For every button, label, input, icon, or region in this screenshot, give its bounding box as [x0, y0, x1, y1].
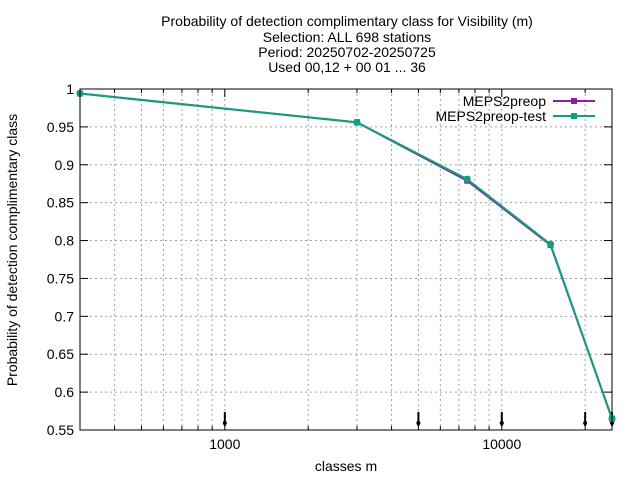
- x-tick-label: 10000: [482, 436, 521, 452]
- y-tick-label: 0.55: [47, 422, 74, 438]
- plot-frame: [79, 88, 613, 431]
- count-marker-point: [499, 421, 504, 425]
- series-point-round: [547, 240, 555, 248]
- count-marker-point: [222, 421, 227, 425]
- x-axis-label: classes m: [315, 458, 377, 474]
- title-line-2: Selection: ALL 698 stations: [263, 29, 431, 45]
- series-line-1: [79, 92, 613, 419]
- series: [76, 90, 616, 423]
- legend-label: MEPS2preop: [463, 93, 546, 109]
- count-marker-point: [583, 421, 588, 425]
- y-tick-label: 0.9: [55, 157, 75, 173]
- title-line-4: Used 00,12 + 00 01 ... 36: [268, 59, 426, 75]
- legend-marker: [571, 98, 577, 104]
- y-tick-label: 0.95: [47, 119, 74, 135]
- legend-marker: [571, 113, 577, 119]
- y-tick-label: 1: [66, 81, 74, 97]
- series-point-round: [353, 118, 361, 126]
- grid: [80, 89, 612, 430]
- series-point-round: [463, 175, 471, 183]
- y-axis-label: Probability of detection complimentary c…: [4, 114, 20, 386]
- count-markers: [222, 412, 614, 426]
- x-tick-labels: 1000 10000: [209, 436, 521, 452]
- y-tick-label: 0.7: [55, 308, 75, 324]
- y-tick-label: 0.8: [55, 233, 75, 249]
- x-tick-label: 1000: [209, 436, 240, 452]
- chart-title: Probability of detection complimentary c…: [161, 13, 533, 75]
- y-tick-label: 0.65: [47, 346, 74, 362]
- series-line-0: [79, 92, 613, 419]
- legend-label: MEPS2preop-test: [436, 108, 547, 124]
- y-tick-labels: 0.55 0.6 0.65 0.7 0.75 0.8 0.85 0.9 0.95 1: [47, 81, 74, 438]
- y-tick-label: 0.6: [55, 384, 75, 400]
- count-marker-point: [416, 421, 421, 425]
- axis-ticks: [80, 88, 612, 431]
- y-tick-label: 0.75: [47, 270, 74, 286]
- title-line-1: Probability of detection complimentary c…: [161, 13, 533, 29]
- title-line-3: Period: 20250702-20250725: [258, 44, 436, 60]
- y-tick-label: 0.85: [47, 195, 74, 211]
